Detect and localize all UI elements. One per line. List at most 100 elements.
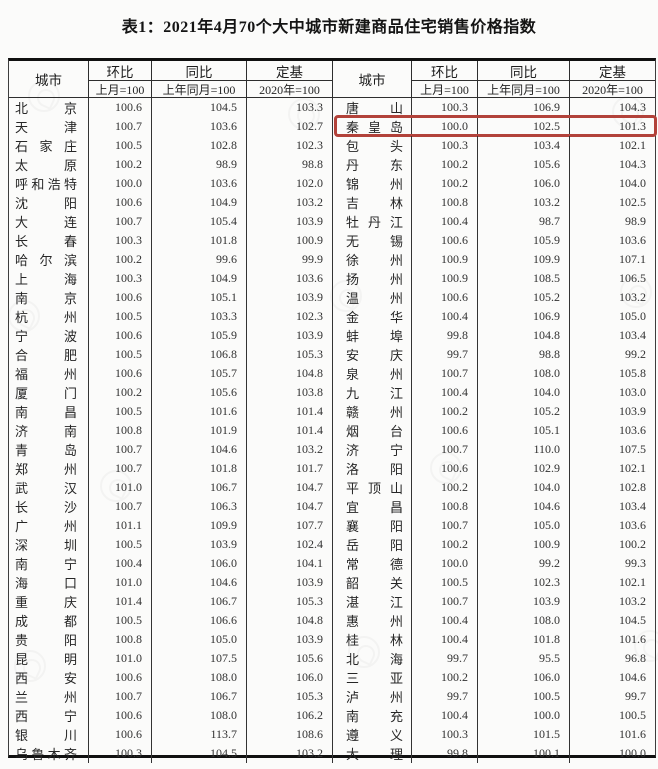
city-name: 北京 [9,98,88,117]
row-left-half: 武汉 101.0 106.7 104.7 [9,478,332,497]
yoy-index: 106.0 [151,554,246,573]
yoy-index: 104.0 [477,478,569,497]
city-name: 三亚 [332,668,411,687]
city-name-text: 温州 [346,291,403,306]
row-right-half: 包头 100.3 103.4 102.1 [332,136,655,155]
table-row: 沈阳 100.6 104.9 103.2 吉林 100.8 103.2 102.… [9,193,655,212]
row-right-half: 桂林 100.4 101.8 101.6 [332,630,655,649]
city-name: 天津 [9,117,88,136]
city-name: 蚌埠 [332,326,411,345]
fixed-base-index: 103.8 [246,383,332,402]
city-name: 湛江 [332,592,411,611]
row-left-half: 深圳 100.5 103.9 102.4 [9,535,332,554]
mom-index: 100.2 [411,668,477,687]
fixed-base-index: 103.6 [569,231,655,250]
yoy-index: 95.5 [477,649,569,668]
table-row: 杭州 100.5 103.3 102.3 金华 100.4 106.9 105.… [9,307,655,326]
city-name: 泉州 [332,364,411,383]
city-name-text: 北海 [346,652,403,667]
mom-index: 100.7 [88,212,151,231]
yoy-index: 106.8 [151,345,246,364]
yoy-index: 104.5 [151,98,246,117]
table-row: 福州 100.6 105.7 104.8 泉州 100.7 108.0 105.… [9,364,655,383]
yoy-index: 102.3 [477,573,569,592]
row-left-half: 银川 100.6 113.7 108.6 [9,725,332,744]
yoy-index: 102.8 [151,136,246,155]
row-right-half: 洛阳 100.6 102.9 102.1 [332,459,655,478]
fixed-base-index: 104.7 [246,497,332,516]
mom-index: 101.0 [88,573,151,592]
city-name-text: 杭州 [15,310,77,325]
mom-index: 100.8 [88,421,151,440]
yoy-index: 106.9 [477,307,569,326]
mom-index: 99.8 [411,744,477,763]
fixed-base-index: 102.3 [246,136,332,155]
fixed-base-index: 106.2 [246,706,332,725]
row-left-half: 南宁 100.4 106.0 104.1 [9,554,332,573]
city-name: 韶关 [332,573,411,592]
city-name: 西宁 [9,706,88,725]
city-name-text: 武汉 [15,481,77,496]
fixed-base-index: 101.6 [569,725,655,744]
row-right-half: 常德 100.0 99.2 99.3 [332,554,655,573]
city-name: 重庆 [9,592,88,611]
fixed-base-index: 107.1 [569,250,655,269]
mom-index: 99.7 [411,687,477,706]
city-name: 惠州 [332,611,411,630]
mom-index: 100.3 [411,725,477,744]
city-name-text: 北京 [15,101,77,116]
col-header-mom-label: 环比 [412,61,477,81]
city-name-text: 南宁 [15,557,77,572]
city-name-text: 岳阳 [346,538,403,553]
row-right-half: 惠州 100.4 108.0 104.5 [332,611,655,630]
city-name: 宁波 [9,326,88,345]
mom-index: 100.2 [411,155,477,174]
yoy-index: 107.5 [151,649,246,668]
mom-index: 100.5 [88,402,151,421]
row-left-half: 广州 101.1 109.9 107.7 [9,516,332,535]
yoy-index: 99.6 [151,250,246,269]
yoy-index: 103.3 [151,307,246,326]
yoy-index: 104.8 [477,326,569,345]
row-left-half: 宁波 100.6 105.9 103.9 [9,326,332,345]
city-name: 锦州 [332,174,411,193]
yoy-index: 109.9 [151,516,246,535]
col-header-fixed: 定基 2020年=100 [246,61,332,97]
city-name: 石家庄 [9,136,88,155]
mom-index: 100.7 [88,117,151,136]
mom-index: 100.4 [411,706,477,725]
yoy-index: 104.0 [477,383,569,402]
yoy-index: 104.9 [151,269,246,288]
mom-index: 100.4 [411,307,477,326]
city-name: 九江 [332,383,411,402]
mom-index: 100.5 [411,573,477,592]
row-left-half: 兰州 100.7 106.7 105.3 [9,687,332,706]
city-name: 桂林 [332,630,411,649]
city-name-text: 遵义 [346,728,403,743]
yoy-index: 100.5 [477,687,569,706]
yoy-index: 110.0 [477,440,569,459]
row-left-half: 海口 101.0 104.6 103.9 [9,573,332,592]
city-name-text: 石家庄 [15,139,77,154]
table-row: 哈尔滨 100.2 99.6 99.9 徐州 100.9 109.9 107.1 [9,250,655,269]
row-right-half: 唐山 100.3 106.9 104.3 [332,98,655,117]
city-name: 成都 [9,611,88,630]
city-name-text: 青岛 [15,443,77,458]
city-name: 济南 [9,421,88,440]
yoy-index: 109.9 [477,250,569,269]
fixed-base-index: 105.8 [569,364,655,383]
yoy-index: 103.6 [151,117,246,136]
yoy-index: 108.0 [151,668,246,687]
city-name-text: 包头 [346,139,403,154]
yoy-index: 106.7 [151,687,246,706]
fixed-base-index: 102.0 [246,174,332,193]
col-header-yoy: 同比 上年同月=100 [477,61,569,97]
fixed-base-index: 105.3 [246,687,332,706]
fixed-base-index: 103.6 [569,421,655,440]
table-row: 银川 100.6 113.7 108.6 遵义 100.3 101.5 101.… [9,725,655,744]
fixed-base-index: 102.7 [246,117,332,136]
yoy-index: 108.0 [477,611,569,630]
city-name: 兰州 [9,687,88,706]
city-name-text: 海口 [15,576,77,591]
col-subheader-yoy-base: 上年同月=100 [162,83,236,97]
